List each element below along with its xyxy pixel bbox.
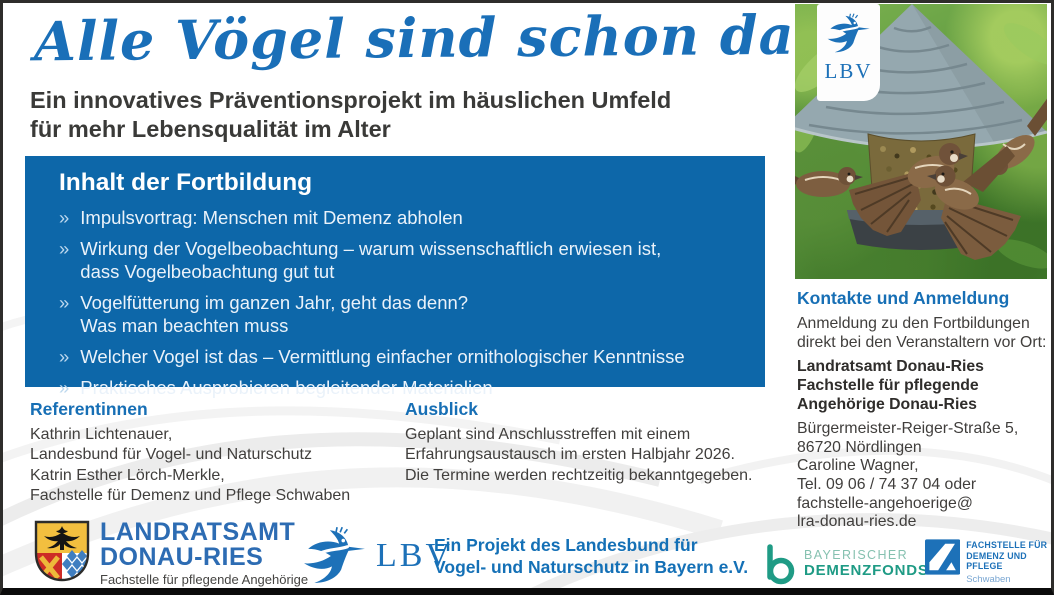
lbv-bird-icon	[825, 12, 871, 54]
page-title: Alle Vögel sind schon da	[33, 2, 795, 74]
fachstelle-label: FACHSTELLE FÜR DEMENZ UND PFLEGE Schwabe…	[966, 537, 1054, 585]
fachstelle-label-line2: DEMENZ UND PFLEGE	[966, 550, 1027, 572]
kontakt-heading: Kontakte und Anmeldung	[797, 288, 1010, 308]
lbv-footer-logo: LBV	[302, 526, 453, 584]
text-line: Erfahrungsaustausch im ersten Halbjahr 2…	[405, 446, 735, 464]
demenzfonds-label: BAYERISCHER DEMENZFONDS	[804, 547, 929, 580]
ausblick-section: Ausblick Geplant sind Anschlusstreffen m…	[405, 399, 780, 486]
lbv-bird-icon	[302, 526, 367, 584]
kontakt-org: Landratsamt Donau-Ries Fachstelle für pf…	[797, 358, 1049, 414]
fachstelle-icon	[925, 539, 961, 575]
content-box-heading: Inhalt der Fortbildung	[59, 169, 313, 196]
project-text-line1: Ein Projekt des Landesbund für	[434, 535, 698, 555]
fachstelle-label-line3: Schwaben	[966, 574, 1011, 586]
text-line: 86720 Nördlingen	[797, 438, 922, 456]
project-text-line2: Vogel- und Naturschutz in Bayern e.V.	[434, 557, 749, 578]
landratsamt-subline: Fachstelle für pflegende Angehörige	[100, 572, 309, 587]
demenzfonds-icon	[767, 544, 795, 585]
list-item: » Impulsvortrag: Menschen mit Demenz abh…	[59, 207, 747, 230]
kontakt-section: Kontakte und Anmeldung Anmeldung zu den …	[797, 288, 1049, 532]
demenzfonds-label-line1: BAYERISCHER	[804, 547, 909, 562]
page-subtitle-line2: für mehr Lebensqualität im Alter	[30, 115, 391, 142]
page-subtitle-line1: Ein innovatives Präventionsprojekt im hä…	[30, 87, 672, 113]
chevron-bullet-icon: »	[59, 207, 70, 228]
text-line: Angehörige Donau-Ries	[797, 395, 977, 413]
text-line: Bürgermeister-Reiger-Straße 5,	[797, 420, 1019, 438]
project-text: Ein Projekt des Landesbund für Vogel- un…	[434, 534, 748, 579]
list-item: » Praktisches Ausprobieren begleitender …	[59, 377, 747, 400]
text-line: direkt bei den Veranstaltern vor Ort:	[797, 333, 1047, 351]
list-item-line2: Was man beachten muss	[80, 314, 289, 336]
ausblick-heading: Ausblick	[405, 399, 478, 419]
list-item-text: Vogelfütterung im ganzen Jahr, geht das …	[80, 292, 468, 338]
text-line: Die Termine werden rechtzeitig bekanntge…	[405, 466, 753, 484]
list-item-text: Wirkung der Vogelbeobachtung – warum wis…	[80, 238, 661, 284]
landratsamt-logo: LANDRATSAMT DONAU-RIES Fachstelle für pf…	[33, 519, 308, 587]
text-line: Anmeldung zu den Fortbildungen	[797, 315, 1030, 332]
fachstelle-label-line1: FACHSTELLE FÜR	[966, 540, 1048, 550]
text-line: Geplant sind Anschlusstreffen mit einem	[405, 426, 691, 443]
lbv-footer-label: LBV	[376, 537, 453, 574]
email-line: fachstelle-angehoerige@	[797, 494, 973, 512]
list-item-text: Praktisches Ausprobieren begleitender Ma…	[80, 376, 493, 398]
kontakt-address: Bürgermeister-Reiger-Straße 5, 86720 Nör…	[797, 420, 1049, 532]
list-item-text: Impulsvortrag: Menschen mit Demenz abhol…	[80, 207, 463, 228]
demenzfonds-label-line2: DEMENZFONDS	[804, 562, 929, 580]
lbv-badge-label: LBV	[824, 59, 873, 83]
bird-feeder-photo: LBV	[795, 4, 1047, 279]
bird-feeder-illustration	[795, 4, 1047, 269]
referentinnen-section: Referentinnen Kathrin Lichtenauer, Lande…	[30, 399, 390, 506]
text-line: Fachstelle für Demenz und Pflege Schwabe…	[30, 486, 351, 504]
chevron-bullet-icon: »	[59, 376, 70, 398]
landratsamt-name-line2: DONAU-RIES	[100, 542, 264, 571]
content-box: Inhalt der Fortbildung » Impulsvortrag: …	[25, 156, 765, 398]
landratsamt-crest-icon	[34, 520, 90, 582]
landratsamt-name: LANDRATSAMT DONAU-RIES Fachstelle für pf…	[100, 519, 308, 587]
kontakt-intro: Anmeldung zu den Fortbildungen direkt be…	[797, 315, 1049, 352]
demenzfonds-logo: BAYERISCHER DEMENZFONDS	[762, 543, 929, 585]
chevron-bullet-icon: »	[59, 291, 70, 313]
landratsamt-name-line1: LANDRATSAMT	[100, 518, 296, 546]
chevron-bullet-icon: »	[59, 237, 70, 259]
list-item: » Vogelfütterung im ganzen Jahr, geht da…	[59, 292, 747, 338]
text-line: Landratsamt Donau-Ries	[797, 358, 984, 376]
text-line: Fachstelle für pflegende	[797, 376, 979, 394]
page-subtitle: Ein innovatives Präventionsprojekt im hä…	[30, 86, 671, 143]
text-line: Tel. 09 06 / 74 37 04 oder	[797, 476, 977, 493]
lbv-badge: LBV	[817, 4, 880, 101]
fachstelle-logo: FACHSTELLE FÜR DEMENZ UND PFLEGE Schwabe…	[925, 537, 1054, 585]
email-line: lra-donau-ries.de	[797, 513, 917, 531]
text-line: Katrin Esther Lörch-Merkle,	[30, 466, 225, 484]
list-item: » Welcher Vogel ist das – Vermittlung ei…	[59, 346, 747, 369]
list-item: » Wirkung der Vogelbeobachtung – warum w…	[59, 238, 747, 284]
list-item-line1: Vogelfütterung im ganzen Jahr, geht das …	[80, 291, 469, 313]
list-item-line1: Wirkung der Vogelbeobachtung – warum wis…	[80, 237, 662, 259]
list-item-text: Welcher Vogel ist das – Vermittlung einf…	[80, 345, 685, 367]
text-line: Landesbund für Vogel- und Naturschutz	[30, 446, 312, 464]
text-line: Kathrin Lichtenauer,	[30, 426, 173, 443]
chevron-bullet-icon: »	[59, 345, 70, 367]
list-item-line2: dass Vogelbeobachtung gut tut	[80, 260, 335, 282]
text-line: Caroline Wagner,	[797, 457, 919, 475]
referentinnen-heading: Referentinnen	[30, 399, 148, 419]
